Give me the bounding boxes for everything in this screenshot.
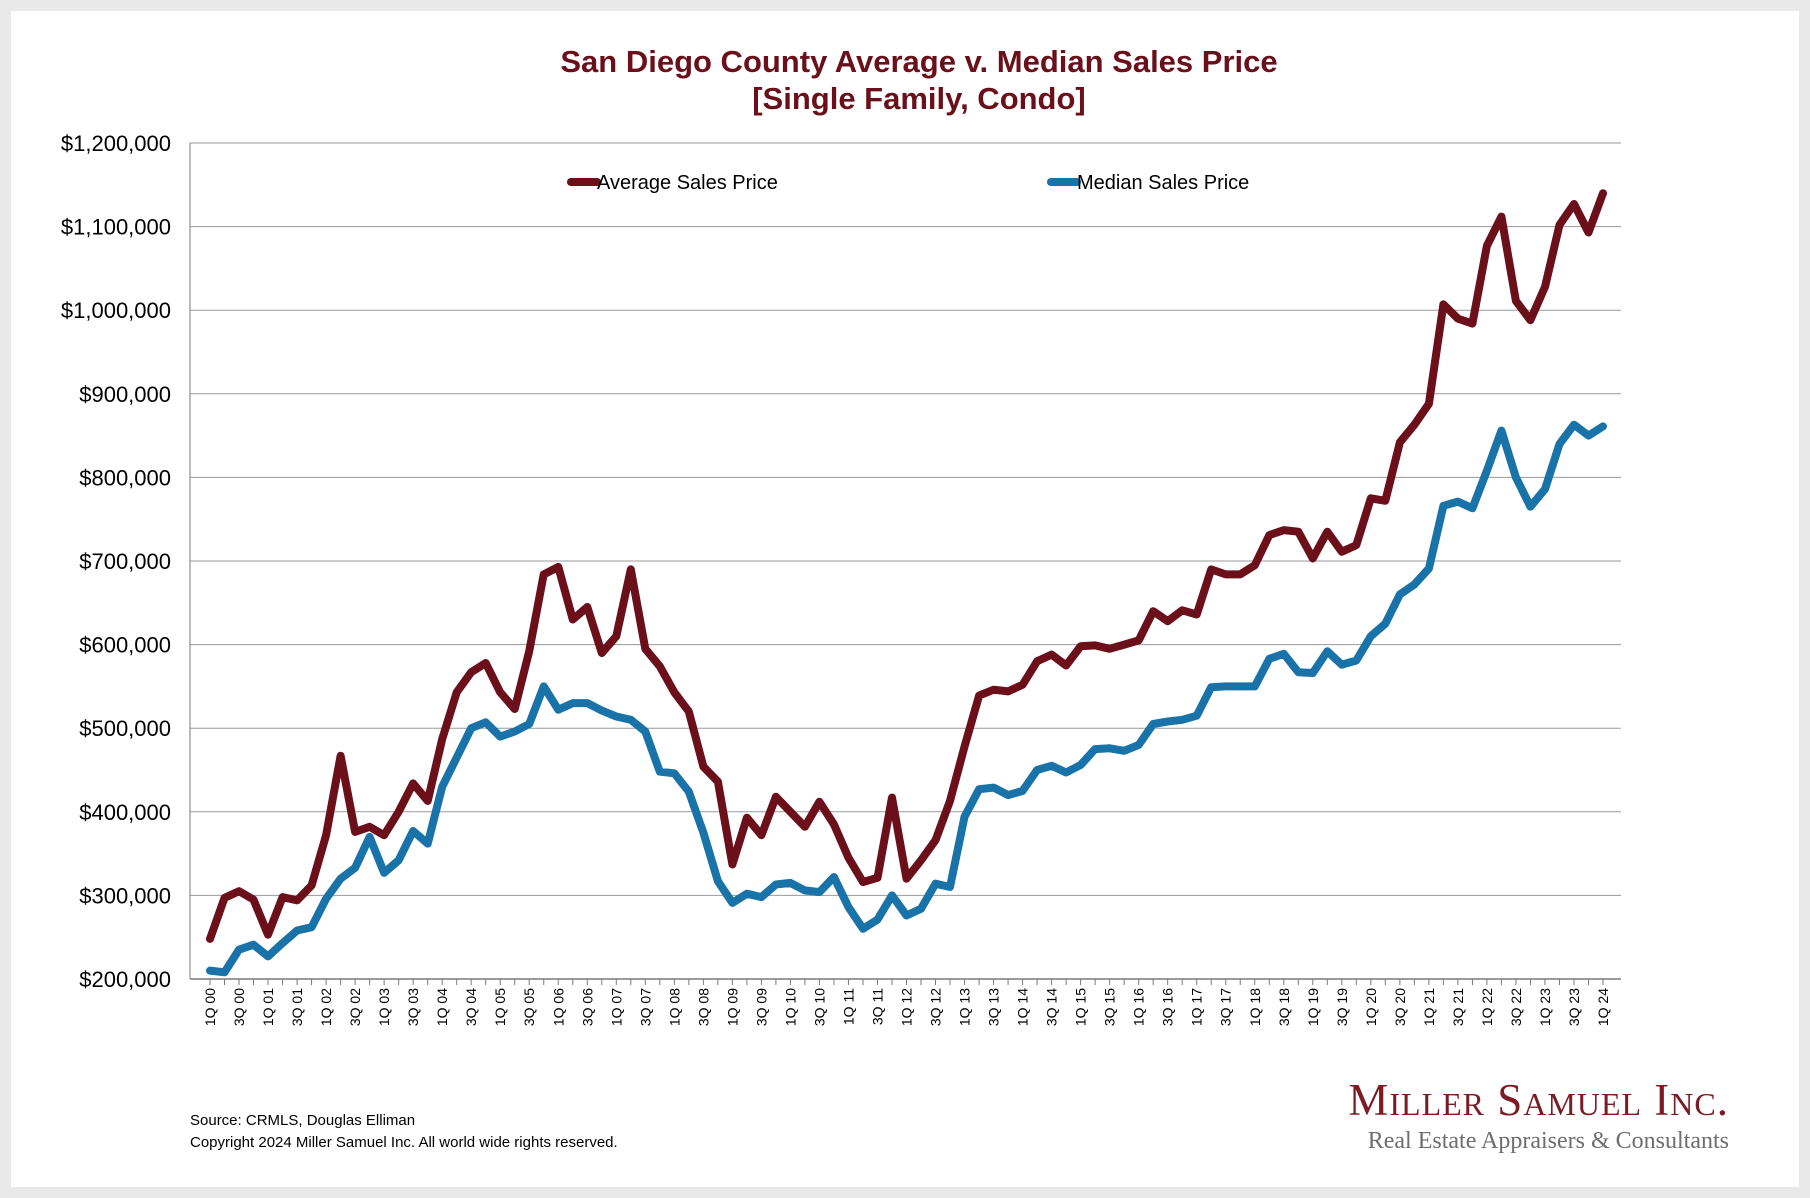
x-tick-label: 3Q 10 [811,988,827,1026]
x-tick-label: 3Q 16 [1160,988,1176,1026]
x-tick-label: 1Q 12 [899,988,915,1026]
x-axis: 1Q 00 3Q 00 1Q 01 3Q 01 1Q 02 3Q 02 1Q 03 3Q 03… [190,978,1621,1026]
y-tick-label: $1,000,000 [61,298,171,323]
x-tick-label: 1Q 22 [1479,988,1495,1026]
x-tick-label: 1Q 06 [550,988,566,1026]
x-tick-label: 1Q 20 [1363,988,1379,1026]
series-line [206,420,1607,977]
x-tick-label: 1Q 00 [202,988,218,1026]
legend: Average Sales Price Median Sales Price [567,172,1249,194]
copyright-note: Copyright 2024 Miller Samuel Inc. All wo… [190,1134,618,1151]
x-tick-label: 1Q 17 [1189,988,1205,1026]
x-tick-label: 1Q 09 [724,988,740,1026]
y-tick-label: $1,200,000 [61,131,171,156]
y-tick-label: $800,000 [79,465,171,490]
x-tick-label: 1Q 11 [840,988,856,1025]
x-tick-label: 1Q 08 [666,988,682,1026]
x-tick-label: 3Q 00 [231,988,247,1026]
x-tick-label: 1Q 18 [1247,988,1263,1026]
source-note: Source: CRMLS, Douglas Elliman [190,1112,416,1129]
legend-label: Average Sales Price [597,172,778,194]
gridlines [190,142,1621,980]
brand-logo: Miller Samuel Inc. Real Estate Appraiser… [1348,1074,1729,1156]
series-line [206,189,1607,943]
x-tick-label: 3Q 01 [289,988,305,1026]
x-tick-label: 3Q 08 [695,988,711,1026]
y-tick-label: $500,000 [79,716,171,741]
x-tick-label: 1Q 16 [1131,988,1147,1026]
x-tick-label: 1Q 23 [1537,988,1553,1026]
series-layer [206,189,1607,977]
brand-tagline: Real Estate Appraisers & Consultants [1367,1128,1729,1154]
x-tick-label: 1Q 15 [1073,988,1089,1026]
x-tick-label: 3Q 06 [579,988,595,1026]
y-tick-label: $200,000 [79,967,171,992]
x-tick-label: 3Q 22 [1508,988,1524,1026]
y-tick-label: $400,000 [79,800,171,825]
x-tick-label: 3Q 20 [1392,988,1408,1026]
x-tick-label: 1Q 03 [376,988,392,1026]
x-tick-label: 1Q 21 [1421,988,1437,1026]
y-tick-label: $1,100,000 [61,215,171,240]
x-tick-label: 3Q 04 [463,988,479,1026]
y-tick-label: $700,000 [79,549,171,574]
y-tick-label: $900,000 [79,382,171,407]
x-tick-label: 3Q 12 [928,988,944,1026]
x-tick-label: 3Q 21 [1450,988,1466,1026]
x-tick-label: 3Q 15 [1102,988,1118,1026]
chart-subtitle: [Single Family, Condo] [752,81,1086,116]
x-tick-label: 3Q 09 [753,988,769,1026]
x-tick-label: 1Q 01 [260,988,276,1026]
line-chart: San Diego County Average v. Median Sales… [61,44,1621,1026]
x-tick-label: 3Q 13 [986,988,1002,1026]
legend-label: Median Sales Price [1077,172,1249,194]
x-tick-label: 3Q 03 [405,988,421,1026]
y-axis: $200,000 $300,000 $400,000 $500,000 $600,000… [61,131,191,992]
brand-name: Miller Samuel Inc. [1348,1075,1729,1125]
chart-frame: San Diego County Average v. Median Sales… [11,11,1799,1187]
chart-footer: Source: CRMLS, Douglas Elliman Copyright… [190,1110,618,1154]
y-tick-label: $300,000 [79,883,171,908]
x-tick-label: 1Q 14 [1015,988,1031,1026]
x-tick-label: 3Q 19 [1334,988,1350,1026]
x-tick-label: 1Q 19 [1305,988,1321,1026]
x-tick-label: 1Q 24 [1595,988,1611,1026]
x-tick-label: 1Q 04 [434,988,450,1026]
x-tick-label: 3Q 14 [1044,988,1060,1026]
x-tick-label: 3Q 11 [869,988,885,1025]
x-tick-label: 3Q 02 [347,988,363,1026]
x-tick-label: 3Q 07 [637,988,653,1026]
x-tick-label: 1Q 13 [957,988,973,1026]
x-tick-label: 3Q 05 [521,988,537,1026]
x-tick-label: 3Q 18 [1276,988,1292,1026]
x-tick-label: 1Q 02 [318,988,334,1026]
x-tick-label: 3Q 23 [1566,988,1582,1026]
y-tick-label: $600,000 [79,633,171,658]
x-tick-label: 1Q 07 [608,988,624,1026]
x-tick-label: 1Q 10 [782,988,798,1026]
x-tick-label: 1Q 05 [492,988,508,1026]
chart-title: San Diego County Average v. Median Sales… [560,44,1277,79]
x-tick-label: 3Q 17 [1218,988,1234,1026]
